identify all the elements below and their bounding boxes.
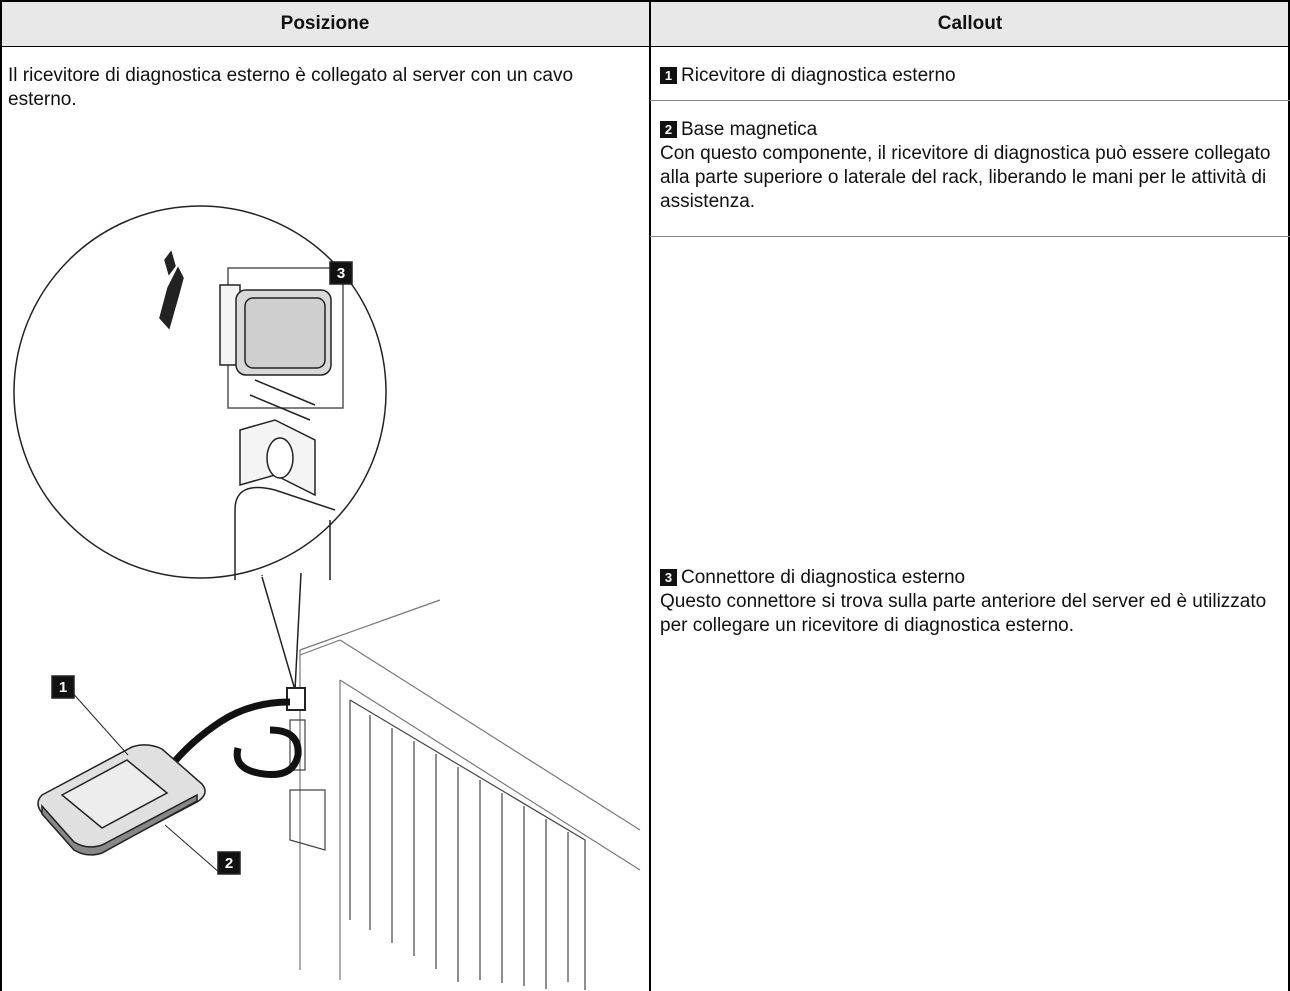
row-border [650, 100, 1290, 101]
illustration: 3 1 2 [13, 205, 641, 990]
border [0, 0, 2, 991]
device-cable [167, 698, 302, 778]
cable [249, 379, 316, 421]
callout: 1 Ricevitore di diagnostica esterno [650, 58, 1290, 94]
header-cell: Posizione [0, 0, 650, 47]
label-box [217, 851, 241, 875]
figure-label: 1 [59, 679, 67, 696]
connector-face [244, 297, 326, 369]
server-edge [234, 486, 336, 580]
chassis [299, 599, 641, 980]
callout-title: Base magnetica [681, 119, 818, 140]
callout-number: 2 [660, 121, 677, 138]
hole [266, 437, 294, 479]
callout-title: Ricevitore di diagnostica esterno [681, 65, 956, 86]
position-text: Il ricevitore di diagnostica esterno è c… [8, 65, 574, 110]
figure-label: 2 [225, 855, 233, 872]
label-box [329, 261, 353, 285]
header-cell: Callout [650, 0, 1290, 47]
icon [159, 250, 184, 330]
callout-number: 3 [660, 569, 677, 586]
border [0, 0, 1290, 2]
device-base [41, 793, 198, 856]
border [1288, 0, 1290, 991]
callout-number: 1 [660, 67, 677, 84]
figure-label: 3 [337, 265, 345, 282]
callout: 3 Connettore di diagnostica esterno Quest… [650, 560, 1290, 644]
callout-description: Questo connettore si trova sulla parte a… [660, 591, 1267, 636]
drive-bays [289, 699, 586, 990]
callout: 2 Base magnetica Con questo componente, i… [650, 112, 1290, 220]
border [649, 0, 651, 991]
device-screen [60, 759, 169, 829]
leader [69, 689, 221, 874]
label-box [51, 675, 75, 699]
row-border [650, 236, 1290, 237]
callout-description: Con questo componente, il ricevitore di … [660, 143, 1271, 212]
callout-title: Connettore di diagnostica esterno [681, 567, 966, 588]
